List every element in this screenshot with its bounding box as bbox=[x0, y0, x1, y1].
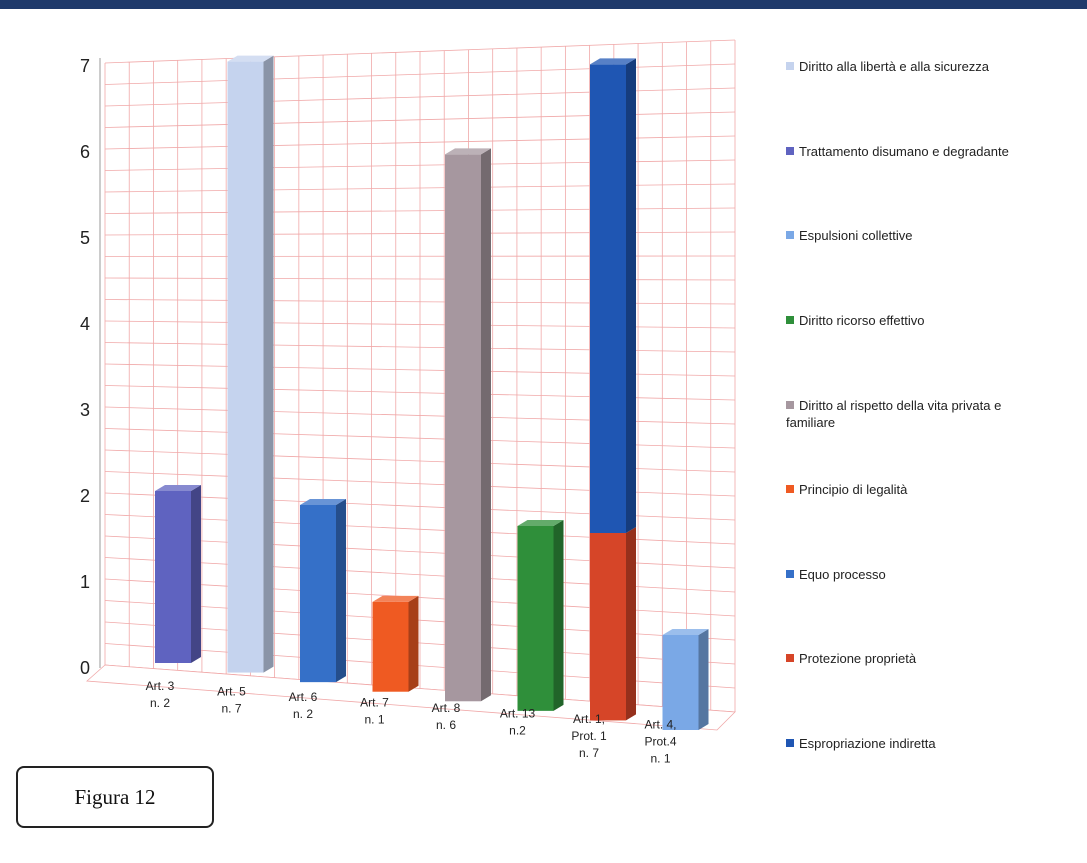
bar-segment bbox=[227, 61, 264, 673]
y-tick-label: 3 bbox=[80, 400, 90, 420]
legend-label: Protezione proprietà bbox=[799, 651, 917, 666]
bar-top bbox=[517, 520, 564, 526]
x-tick-label-line: n. 7 bbox=[221, 702, 241, 716]
legend-label: familiare bbox=[786, 415, 836, 430]
x-tick-label: Art. 8 n. 6 bbox=[432, 701, 461, 732]
x-tick-label-line: Art. 1, bbox=[573, 712, 605, 726]
bar-top bbox=[227, 55, 274, 62]
bar-segment bbox=[662, 635, 699, 730]
bar-side bbox=[553, 520, 564, 711]
x-tick-label: Art. 7 n. 1 bbox=[360, 696, 389, 727]
y-tick-label: 6 bbox=[80, 142, 90, 162]
x-tick-label-line: n. 6 bbox=[436, 718, 456, 732]
chart-legend: Diritto alla libertà e alla sicurezza Tra… bbox=[786, 0, 1086, 863]
x-tick-label: Art. 6 n. 2 bbox=[289, 690, 318, 721]
legend-swatch bbox=[786, 570, 794, 578]
legend-swatch bbox=[786, 654, 794, 662]
x-tick-label-line: Art. 5 bbox=[217, 685, 246, 699]
bar-top bbox=[445, 148, 491, 155]
bar-side bbox=[481, 148, 491, 702]
x-tick-label-line: n. 1 bbox=[364, 713, 384, 727]
x-tick-label-line: n. 7 bbox=[579, 746, 599, 760]
bar-segment bbox=[517, 526, 554, 711]
legend-item: Protezione proprietà bbox=[786, 650, 1086, 667]
legend-swatch bbox=[786, 62, 794, 70]
y-tick-label: 5 bbox=[80, 228, 90, 248]
legend-label: Equo processo bbox=[799, 567, 886, 582]
bar-top bbox=[155, 485, 201, 491]
legend-item: Principio di legalità bbox=[786, 481, 1086, 498]
bar-side bbox=[336, 499, 346, 683]
x-tick-label-line: Prot. 1 bbox=[571, 729, 607, 743]
bar-side bbox=[263, 55, 274, 673]
x-tick-label: Art. 13 n.2 bbox=[500, 707, 536, 738]
legend-item: Diritto ricorso effettivo bbox=[786, 312, 1086, 329]
figure-label-box: Figura 12 bbox=[16, 766, 214, 828]
x-tick-label-line: Art. 6 bbox=[289, 690, 318, 704]
x-tick-label-line: Art. 7 bbox=[360, 696, 389, 710]
bar-top bbox=[662, 629, 709, 635]
x-tick-label-line: Art. 8 bbox=[432, 701, 461, 715]
x-tick-label-line: Art. 3 bbox=[146, 679, 175, 693]
bar-segment bbox=[590, 533, 626, 721]
legend-swatch bbox=[786, 401, 794, 409]
bar-side bbox=[626, 527, 636, 721]
x-tick-label-line: n. 2 bbox=[150, 696, 170, 710]
y-tick-label: 1 bbox=[80, 572, 90, 592]
legend-item: Espulsioni collettive bbox=[786, 227, 1086, 244]
x-tick-label-line: n. 2 bbox=[293, 707, 313, 721]
legend-label: Trattamento disumano e degradante bbox=[799, 144, 1009, 159]
y-tick-label: 4 bbox=[80, 314, 90, 334]
x-tick-label: Art. 5 n. 7 bbox=[217, 685, 246, 716]
x-tick-label-line: Prot.4 bbox=[644, 735, 676, 749]
top-bar bbox=[0, 0, 1087, 9]
bar-segment bbox=[372, 601, 409, 692]
bar-side bbox=[626, 58, 636, 534]
bar-segment bbox=[155, 491, 191, 663]
legend-item: Espropriazione indiretta bbox=[786, 735, 1086, 752]
legend-label: Espulsioni collettive bbox=[799, 228, 913, 243]
bar-segment bbox=[445, 154, 481, 702]
legend-item: Diritto al rispetto della vita privata e… bbox=[786, 397, 1086, 431]
x-tick-label: Art. 4, Prot.4 n. 1 bbox=[644, 718, 676, 766]
y-tick-label: 0 bbox=[80, 658, 90, 678]
bar-side bbox=[698, 629, 709, 730]
legend-swatch bbox=[786, 147, 794, 155]
y-tick-label: 2 bbox=[80, 486, 90, 506]
legend-swatch bbox=[786, 739, 794, 747]
legend-item: Diritto alla libertà e alla sicurezza bbox=[786, 58, 1086, 75]
legend-label: Principio di legalità bbox=[799, 482, 908, 497]
x-tick-label: Art. 1, Prot. 1 n. 7 bbox=[571, 712, 607, 760]
legend-label: Diritto ricorso effettivo bbox=[799, 313, 925, 328]
legend-label: Espropriazione indiretta bbox=[799, 736, 936, 751]
bar-side bbox=[191, 485, 201, 663]
bar-side bbox=[408, 595, 419, 692]
legend-item: Trattamento disumano e degradante bbox=[786, 143, 1086, 160]
x-tick-label: Art. 3 n. 2 bbox=[146, 679, 175, 710]
legend-swatch bbox=[786, 485, 794, 493]
legend-label: Diritto al rispetto della vita privata e bbox=[799, 398, 1002, 413]
x-tick-label-line: Art. 13 bbox=[500, 707, 536, 721]
bar-segment bbox=[300, 505, 336, 683]
legend-swatch bbox=[786, 316, 794, 324]
bar-top bbox=[372, 595, 419, 602]
x-tick-label-line: Art. 4, bbox=[644, 718, 676, 732]
bar-top bbox=[300, 499, 346, 505]
y-tick-label: 7 bbox=[80, 56, 90, 76]
figure-label: Figura 12 bbox=[74, 784, 156, 809]
legend-item: Equo processo bbox=[786, 566, 1086, 583]
legend-label: Diritto alla libertà e alla sicurezza bbox=[799, 59, 990, 74]
bar-top bbox=[590, 58, 636, 65]
x-tick-label-line: n. 1 bbox=[650, 752, 670, 766]
bar-segment bbox=[590, 64, 626, 533]
legend-swatch bbox=[786, 231, 794, 239]
x-tick-label-line: n.2 bbox=[509, 724, 526, 738]
